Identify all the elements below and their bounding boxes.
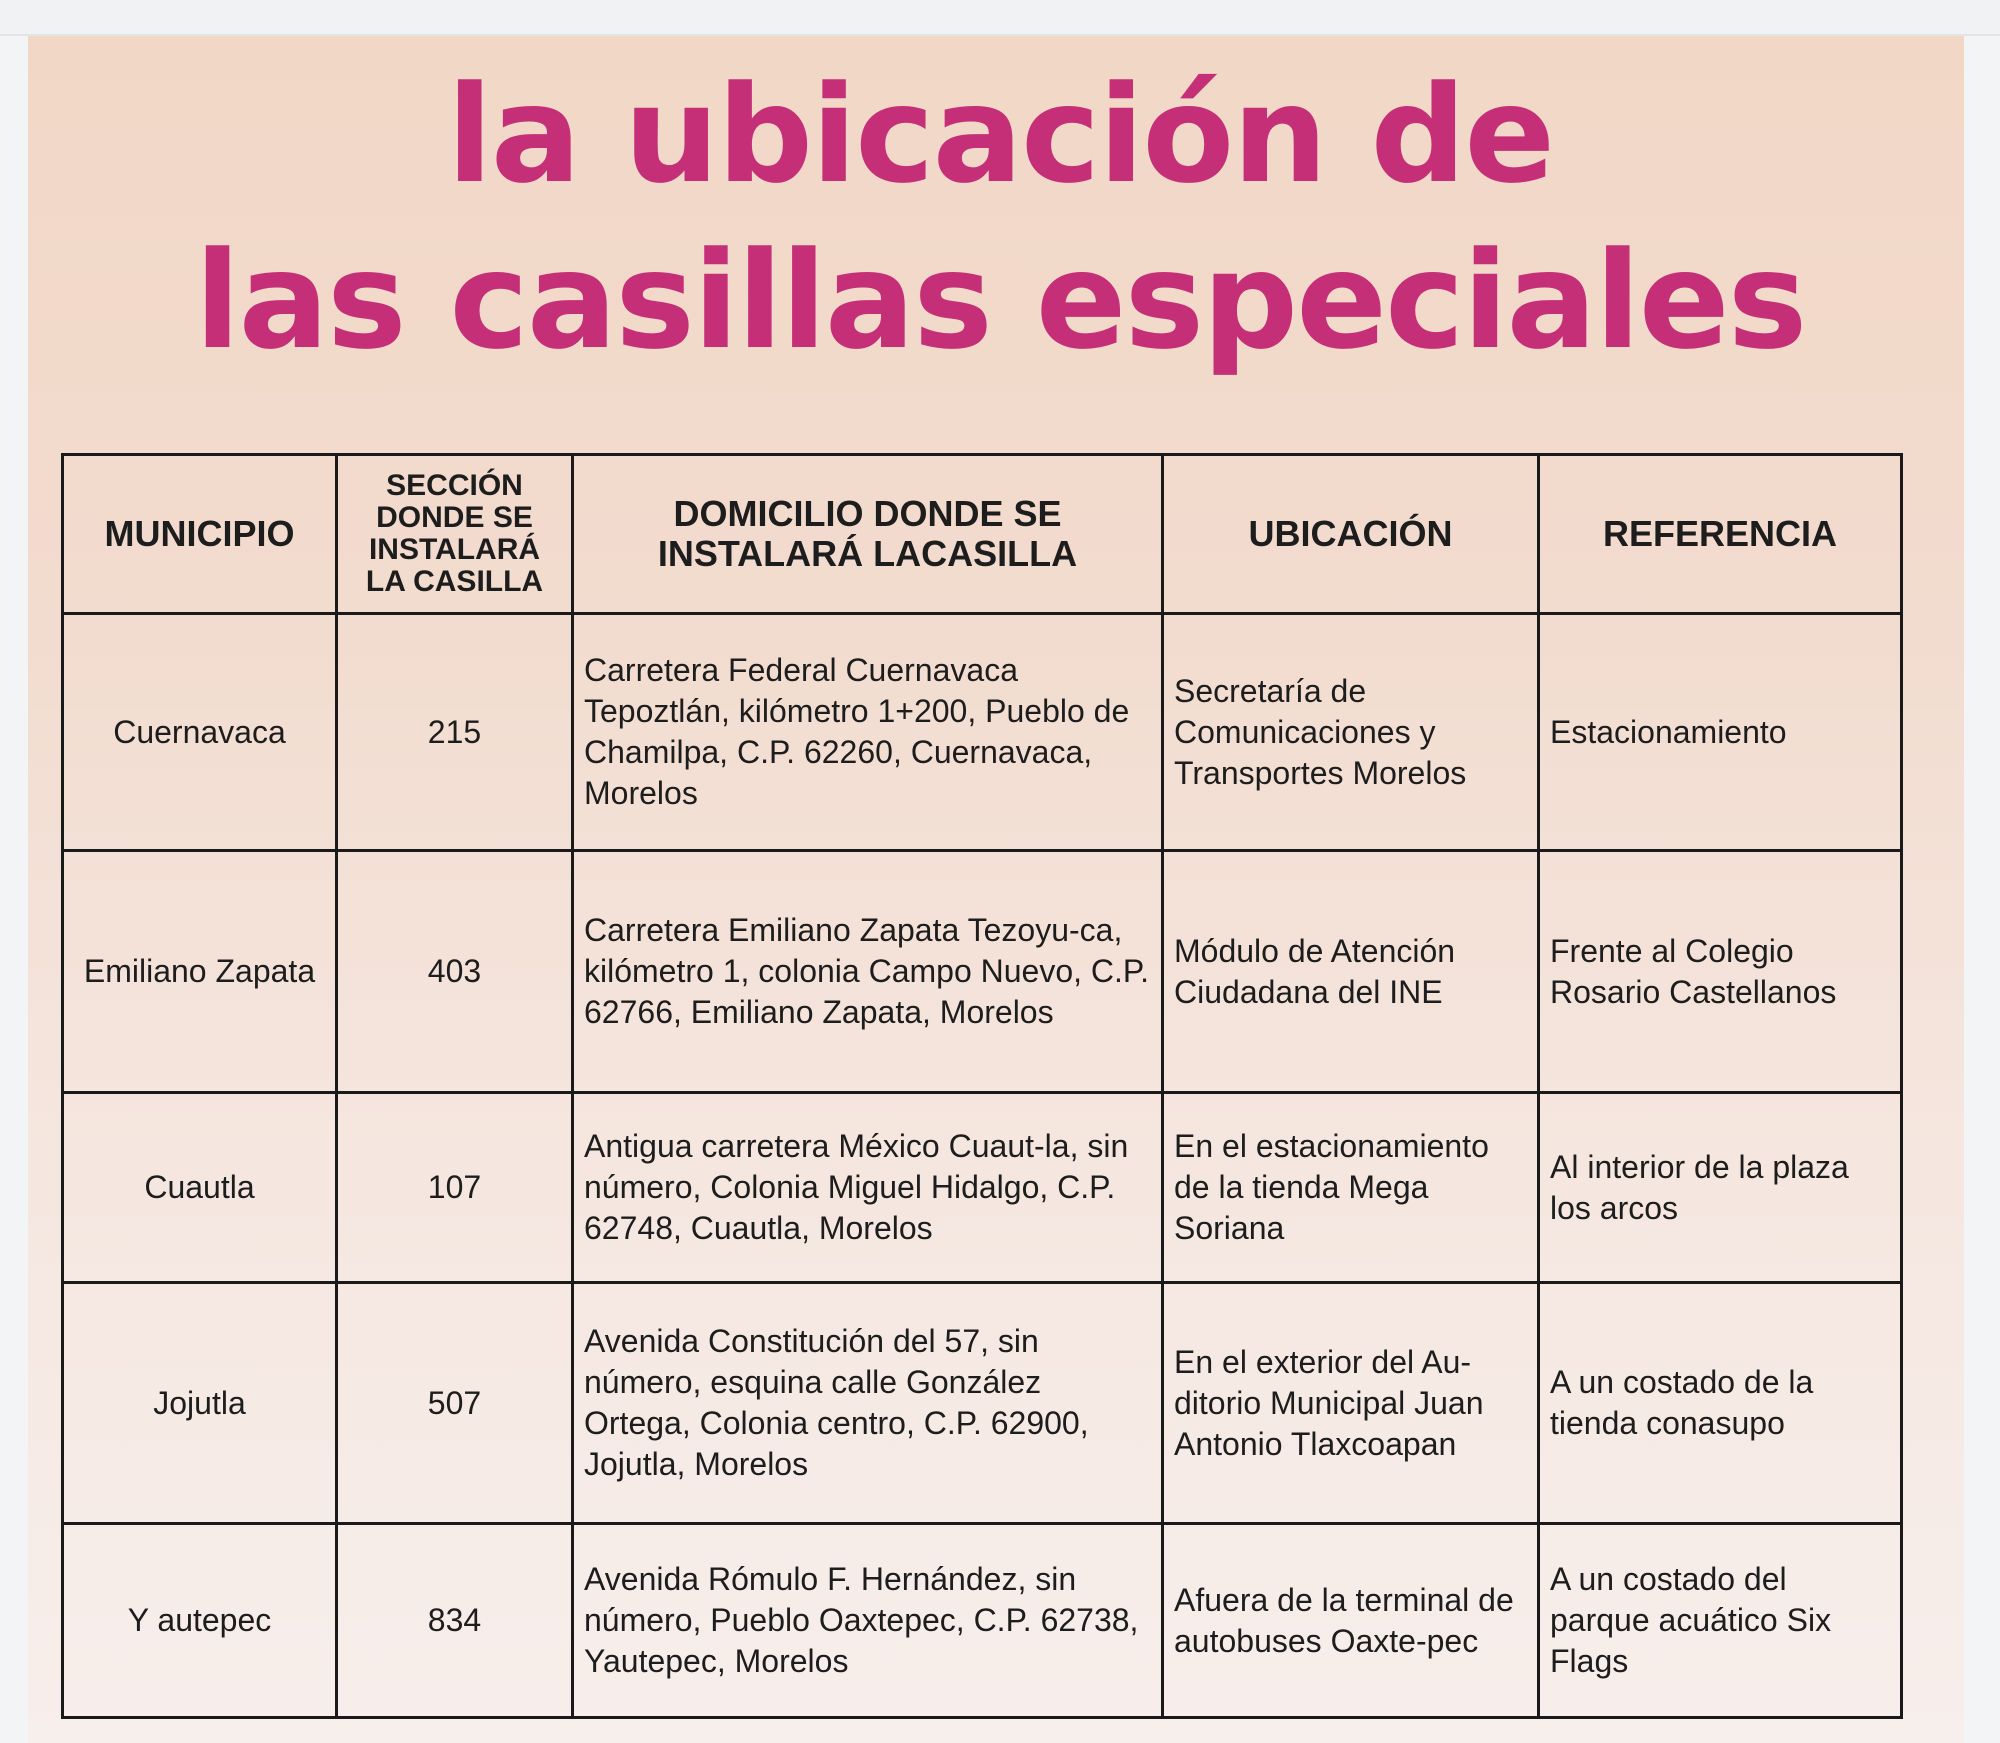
cell-seccion: 507 xyxy=(335,1281,574,1525)
browser-top-bar xyxy=(0,0,2000,36)
cell-referencia: Al interior de la plaza los arcos xyxy=(1537,1091,1903,1284)
cell-referencia: A un costado del parque acuático Six Fla… xyxy=(1537,1522,1903,1719)
table-row: Y autepec 834 Avenida Rómulo F. Hernández,… xyxy=(61,1522,1903,1719)
title-line-2: las casillas especiales xyxy=(194,223,1808,379)
table-row: Emiliano Zapata 403 Carretera Emiliano Zap… xyxy=(61,849,1903,1094)
header-domicilio: DOMICILIO DONDE SE INSTALARÁ LACASILLA xyxy=(571,453,1164,615)
cell-domicilio: Carretera Emiliano Zapata Tezoyu-ca, kil… xyxy=(571,849,1164,1094)
cell-ubicacion: Módulo de Atención Ciudadana del INE xyxy=(1161,849,1540,1094)
cell-municipio: Emiliano Zapata xyxy=(61,849,338,1094)
cell-referencia: A un costado de la tienda conasupo xyxy=(1537,1281,1903,1525)
cell-seccion: 215 xyxy=(335,612,574,852)
cell-referencia: Estacionamiento xyxy=(1537,612,1903,852)
cell-domicilio: Avenida Constitución del 57, sin número,… xyxy=(571,1281,1164,1525)
table-header-row: MUNICIPIO SECCIÓN DONDE SE INSTALARÁ LA … xyxy=(61,453,1903,615)
cell-municipio: Jojutla xyxy=(61,1281,338,1525)
cell-domicilio: Avenida Rómulo F. Hernández, sin número,… xyxy=(571,1522,1164,1719)
cell-ubicacion: Secretaría de Comunicaciones y Transport… xyxy=(1161,612,1540,852)
header-municipio: MUNICIPIO xyxy=(61,453,338,615)
cell-ubicacion: Afuera de la terminal de autobuses Oaxte… xyxy=(1161,1522,1540,1719)
cell-ubicacion: En el estacionamiento de la tienda Mega … xyxy=(1161,1091,1540,1284)
cell-municipio: Cuernavaca xyxy=(61,612,338,852)
header-ubicacion: UBICACIÓN xyxy=(1161,453,1540,615)
title-line-1: la ubicación de xyxy=(446,57,1555,213)
table-row: Cuautla 107 Antigua carretera México Cuaut… xyxy=(61,1091,1903,1284)
header-referencia: REFERENCIA xyxy=(1537,453,1903,615)
cell-seccion: 107 xyxy=(335,1091,574,1284)
table-row: Cuernavaca 215 Carretera Federal Cuernavac… xyxy=(61,612,1903,852)
table-row: Jojutla 507 Avenida Constitución del 57, s… xyxy=(61,1281,1903,1525)
header-seccion: SECCIÓN DONDE SE INSTALARÁ LA CASILLA xyxy=(335,453,574,615)
cell-municipio: Cuautla xyxy=(61,1091,338,1284)
cell-seccion: 403 xyxy=(335,849,574,1094)
cell-ubicacion: En el exterior del Au-ditorio Municipal … xyxy=(1161,1281,1540,1525)
cell-domicilio: Carretera Federal Cuernavaca Tepoztlán, … xyxy=(571,612,1164,852)
cell-municipio: Y autepec xyxy=(61,1522,338,1719)
page-title: la ubicación de las casillas especiales xyxy=(60,52,1940,384)
casillas-table: MUNICIPIO SECCIÓN DONDE SE INSTALARÁ LA … xyxy=(61,453,1903,1719)
cell-referencia: Frente al Colegio Rosario Castellanos xyxy=(1537,849,1903,1094)
cell-seccion: 834 xyxy=(335,1522,574,1719)
cell-domicilio: Antigua carretera México Cuaut-la, sin n… xyxy=(571,1091,1164,1284)
